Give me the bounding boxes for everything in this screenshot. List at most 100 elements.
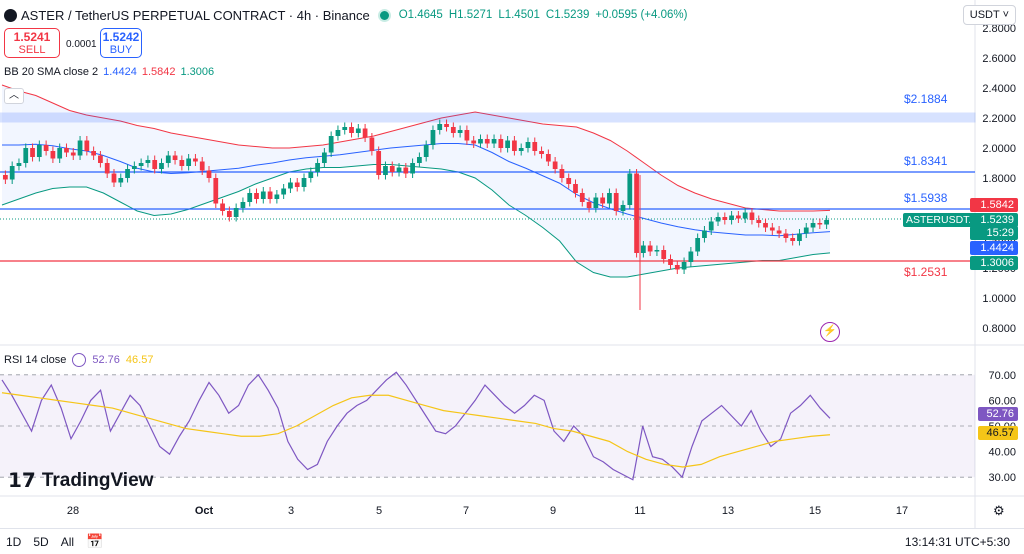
candle-body [328, 136, 334, 153]
candle-body [193, 158, 198, 162]
candle-body [783, 233, 789, 238]
candle-body [518, 148, 524, 151]
candle-body [688, 251, 694, 262]
candle-body [220, 203, 225, 211]
candle-body [423, 145, 429, 157]
candle-body [613, 193, 619, 211]
candle-body [417, 157, 422, 163]
rsi-indicator-icon [72, 353, 87, 367]
level-label-2: $1.8341 [904, 154, 948, 168]
level-label-3: $1.5938 [904, 191, 948, 205]
bb-lower-value: 1.3006 [180, 66, 215, 78]
rsi-ma-tag: 46.57 [978, 426, 1018, 440]
date-range-icon[interactable]: 📅 [86, 533, 104, 549]
candle-body [532, 142, 538, 151]
range-5d-button[interactable]: 5D [33, 534, 49, 549]
candle-body [396, 167, 402, 172]
candle-body [301, 178, 307, 187]
low-value: L1.4501 [498, 9, 540, 21]
rsi-legend[interactable]: RSI 14 close 52.76 46.57 [4, 353, 153, 367]
candle-body [206, 170, 212, 178]
candle-body [3, 175, 8, 180]
candle-body [267, 191, 273, 199]
candle-body [70, 152, 76, 156]
bb-lower-tag: 1.3006 [970, 256, 1018, 270]
sell-label: SELL [18, 44, 46, 56]
candle-body [335, 130, 341, 136]
candle-body [376, 151, 382, 175]
time-tick-label: 7 [463, 505, 469, 517]
candle-body [797, 233, 802, 241]
price-tick-label: 1.8000 [982, 173, 1016, 185]
time-tick-label: 28 [67, 505, 79, 517]
buy-price: 1.5242 [102, 30, 140, 44]
rsi-tick-label: 30.00 [988, 472, 1016, 484]
bb-basis-value: 1.4424 [103, 66, 137, 78]
symbol-title[interactable]: ASTER / TetherUS PERPETUAL CONTRACT · 4h… [21, 7, 370, 23]
candle-body [702, 230, 707, 238]
candle-body [308, 172, 314, 178]
candle-body [634, 173, 639, 253]
candle-body [57, 148, 63, 159]
rsi-label: RSI 14 close [4, 354, 67, 366]
time-tick-label: 11 [634, 505, 645, 517]
candle-body [369, 137, 375, 151]
clock-time[interactable]: 13:14:31 UTC+5:30 [904, 535, 1010, 549]
time-tick-label: 13 [722, 505, 734, 517]
tv-logo-text: TradingView [41, 469, 154, 491]
candle-body [50, 151, 56, 159]
price-tick-label: 1.0000 [982, 293, 1016, 305]
candle-body [349, 127, 354, 133]
bb-fill [2, 85, 830, 277]
candle-body [165, 155, 171, 163]
rsi-ma-value: 46.57 [125, 354, 154, 366]
buy-button[interactable]: 1.5242 BUY [100, 28, 142, 58]
candle-body [715, 217, 721, 222]
collapse-legend-button[interactable]: ︿ [4, 88, 24, 104]
currency-select[interactable]: USDT ˅ [962, 5, 1016, 25]
candle-body [525, 142, 531, 148]
candle-body [111, 173, 117, 183]
candle-body [457, 130, 463, 133]
tradingview-logo[interactable]: 𝟭𝟳 TradingView [8, 468, 153, 493]
time-tick-label: 3 [288, 505, 294, 517]
level-label-1: $2.1884 [904, 92, 948, 106]
bb-upper-value: 1.5842 [141, 66, 176, 78]
bb-legend[interactable]: BB 20 SMA close 2 1.4424 1.5842 1.3006 [4, 66, 214, 78]
candle-body [552, 161, 558, 169]
alert-flash-icon[interactable]: ⚡ [820, 322, 840, 342]
time-tick-label: Oct [195, 505, 214, 517]
candle-body [118, 178, 124, 183]
range-1d-button[interactable]: 1D [6, 534, 22, 549]
range-all-button[interactable]: All [60, 534, 75, 549]
rsi-value: 52.76 [92, 354, 120, 366]
sell-button[interactable]: 1.5241 SELL [4, 28, 60, 58]
candle-body [430, 130, 436, 145]
candle-body [274, 194, 280, 199]
candle-body [226, 211, 232, 217]
rsi-tick-label: 60.00 [988, 395, 1016, 407]
candle-body [566, 178, 572, 184]
change-value: +0.0595 (+4.06%) [595, 9, 688, 21]
settings-icon[interactable]: ⚙ [993, 503, 1005, 518]
candle-body [104, 163, 110, 174]
candle-body [681, 262, 687, 270]
candle-body [186, 158, 192, 166]
candle-body [43, 145, 49, 151]
candle-body [647, 245, 653, 252]
candle-body [16, 163, 22, 166]
candle-body [776, 230, 782, 234]
candle-body [131, 166, 137, 169]
candle-body [817, 223, 823, 225]
candle-body [288, 182, 293, 189]
buy-label: BUY [109, 44, 133, 56]
spread-value: 0.0001 [66, 39, 97, 50]
close-value: C1.5239 [545, 9, 590, 21]
price-tick-label: 2.2000 [982, 113, 1016, 125]
candle-body [742, 212, 748, 219]
candle-body [383, 166, 388, 175]
candle-body [769, 227, 775, 231]
candle-body [260, 191, 266, 199]
